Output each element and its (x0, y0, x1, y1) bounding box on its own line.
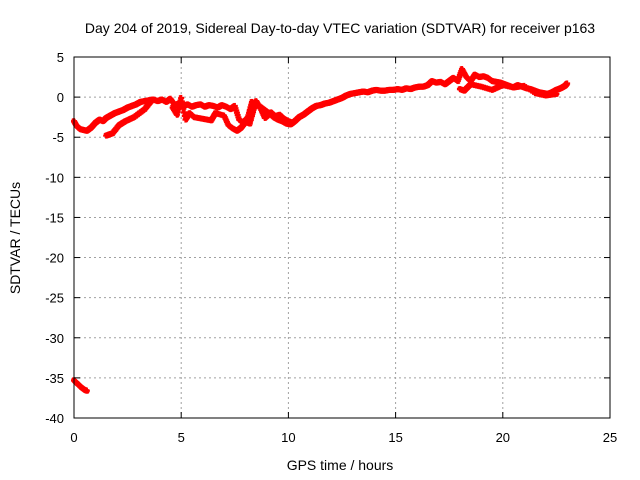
y-tick-label: -15 (45, 210, 64, 225)
x-tick-label: 5 (178, 430, 185, 445)
data-point (134, 111, 141, 118)
y-axis-title: SDTVAR / TECUs (7, 182, 23, 294)
y-tick-label: -40 (45, 411, 64, 426)
x-axis-title: GPS time / hours (287, 457, 394, 473)
data-point (247, 120, 253, 127)
plot-frame (73, 56, 611, 419)
data-point (553, 90, 560, 97)
y-tick-label: -20 (45, 251, 64, 266)
x-tick-label: 10 (281, 430, 295, 445)
data-point (248, 116, 254, 123)
data-point (290, 119, 296, 126)
data-point (133, 112, 139, 119)
y-tick-label: 0 (57, 90, 64, 105)
chart-title: Day 204 of 2019, Sidereal Day-to-day VTE… (85, 20, 595, 36)
x-tick-label: 25 (603, 430, 617, 445)
x-tick-label: 0 (70, 430, 77, 445)
data-point (249, 113, 255, 120)
x-tick-label: 15 (388, 430, 402, 445)
grid-lines (74, 57, 610, 418)
y-tick-label: 5 (57, 50, 64, 65)
data-point (148, 98, 154, 105)
data-point (131, 114, 137, 121)
y-tick-label: -35 (45, 371, 64, 386)
data-point (250, 109, 256, 116)
data-points (71, 66, 571, 394)
data-point (84, 387, 90, 394)
y-tick-label: -25 (45, 291, 64, 306)
data-point (138, 108, 144, 115)
y-tick-label: -10 (45, 170, 64, 185)
data-point (251, 105, 257, 112)
data-point (564, 80, 570, 87)
y-tick-label: -30 (45, 331, 64, 346)
x-tick-label: 20 (496, 430, 510, 445)
data-point (140, 107, 146, 114)
axis-ticks: 0 5 10 15 20 25 5 0 -5 -10 -15 -20 -25 -30 -35 -40 (45, 50, 617, 445)
y-tick-label: -5 (52, 130, 64, 145)
data-point (136, 110, 143, 117)
